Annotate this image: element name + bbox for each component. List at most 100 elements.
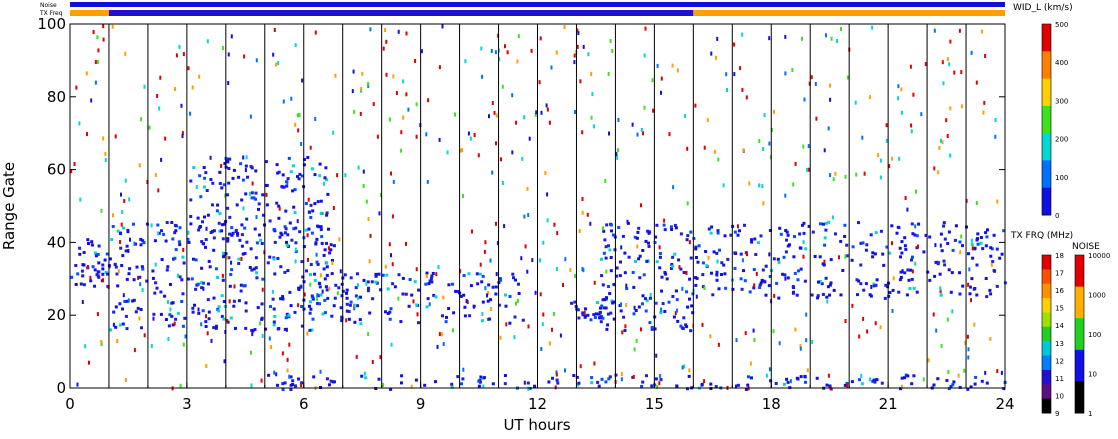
scatter-point	[489, 258, 492, 263]
scatter-point	[939, 243, 942, 248]
scatter-point	[523, 214, 526, 219]
scatter-point	[281, 351, 284, 356]
scatter-point	[758, 183, 761, 188]
scatter-point	[877, 153, 880, 158]
scatter-point	[895, 231, 899, 235]
scatter-point	[332, 244, 336, 248]
scatter-point	[757, 241, 760, 245]
scatter-point	[272, 228, 276, 232]
scatter-point	[316, 296, 319, 301]
scatter-point	[359, 322, 363, 326]
scatter-point	[384, 28, 387, 32]
scatter-point	[973, 247, 976, 251]
colorbar-swatch	[1042, 269, 1051, 285]
scatter-point	[477, 153, 480, 158]
scatter-point	[461, 377, 465, 381]
scatter-point	[650, 327, 654, 331]
scatter-point	[658, 245, 661, 250]
scatter-point	[933, 28, 936, 33]
scatter-point	[946, 134, 949, 138]
scatter-point	[441, 314, 444, 318]
scatter-point	[315, 260, 319, 264]
scatter-point	[785, 377, 789, 381]
scatter-point	[943, 237, 947, 241]
scatter-point	[272, 320, 276, 324]
scatter-point	[687, 374, 691, 378]
scatter-point	[710, 51, 713, 56]
scatter-point	[642, 273, 646, 277]
scatter-point	[823, 236, 827, 240]
scatter-point	[171, 237, 175, 241]
scatter-point	[177, 240, 181, 244]
scatter-point	[887, 294, 891, 298]
scatter-point	[989, 246, 993, 250]
scatter-point	[276, 257, 280, 260]
colorbar-swatch	[1042, 283, 1051, 299]
scatter-point	[907, 278, 911, 282]
scatter-point	[602, 306, 606, 310]
scatter-point	[495, 141, 497, 146]
scatter-point	[643, 105, 646, 110]
scatter-point	[102, 37, 105, 42]
scatter-point	[533, 384, 537, 388]
scatter-point	[164, 136, 167, 141]
scatter-point	[261, 213, 265, 217]
scatter-point	[244, 309, 248, 313]
scatter-point	[317, 294, 320, 298]
scatter-point	[606, 323, 610, 327]
scatter-point	[209, 178, 213, 181]
scatter-point	[276, 383, 279, 387]
scatter-point	[330, 272, 334, 276]
scatter-point	[292, 205, 296, 209]
scatter-point	[859, 263, 863, 267]
scatter-point	[191, 85, 194, 90]
scatter-point	[217, 221, 221, 225]
scatter-point	[685, 325, 689, 329]
y-tick-label: 60	[47, 161, 66, 179]
scatter-point	[429, 277, 433, 281]
scatter-point	[596, 380, 600, 384]
scatter-point	[309, 300, 312, 304]
scatter-point	[391, 262, 394, 267]
scatter-point	[395, 91, 398, 95]
scatter-point	[233, 284, 236, 289]
scatter-point	[377, 272, 381, 276]
scatter-point	[828, 293, 831, 297]
scatter-point	[793, 235, 796, 239]
scatter-point	[307, 227, 311, 231]
scatter-point	[688, 297, 691, 301]
scatter-point	[994, 118, 997, 123]
colorbar-tick-label: 10	[1088, 371, 1097, 379]
scatter-point	[462, 274, 466, 277]
scatter-point	[504, 304, 508, 308]
scatter-point	[436, 344, 439, 349]
scatter-point	[318, 302, 321, 306]
scatter-point	[694, 283, 698, 287]
scatter-point	[354, 286, 358, 290]
scatter-point	[523, 380, 526, 385]
scatter-point	[331, 261, 334, 265]
scatter-point	[197, 311, 201, 315]
scatter-point	[616, 155, 619, 160]
scatter-point	[111, 225, 115, 228]
scatter-point	[278, 206, 281, 211]
scatter-point	[352, 69, 355, 74]
colorbar-swatch	[1042, 24, 1051, 52]
scatter-point	[715, 278, 719, 282]
scatter-point	[397, 296, 400, 301]
scatter-point	[850, 380, 854, 384]
scatter-point	[701, 285, 705, 289]
scatter-point	[112, 322, 115, 327]
scatter-point	[954, 224, 958, 228]
scatter-point	[733, 230, 737, 234]
scatter-point	[462, 293, 466, 297]
scatter-point	[276, 327, 280, 331]
scatter-point	[360, 87, 363, 91]
scatter-point	[783, 273, 787, 277]
scatter-point	[932, 383, 936, 387]
scatter-point	[799, 246, 803, 250]
scatter-point	[917, 222, 921, 226]
scatter-point	[152, 312, 156, 316]
scatter-point	[217, 305, 221, 309]
scatter-point	[539, 258, 541, 263]
